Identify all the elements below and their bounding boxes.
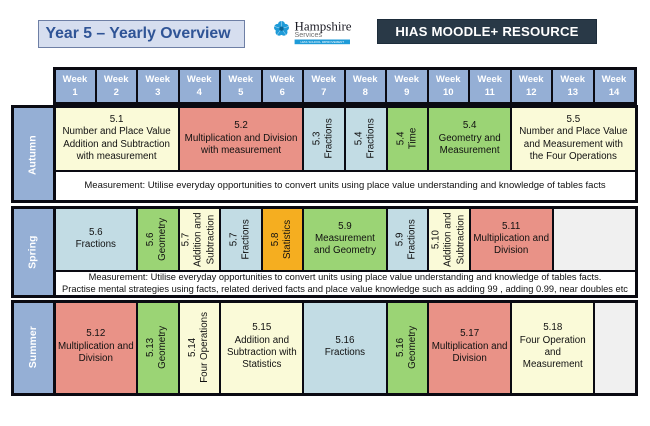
svg-text:Services: Services <box>295 30 323 39</box>
svg-text:HIAS SCHOOL IMPROVEMENT: HIAS SCHOOL IMPROVEMENT <box>301 40 345 44</box>
svg-text:Hampshire: Hampshire <box>295 19 352 34</box>
